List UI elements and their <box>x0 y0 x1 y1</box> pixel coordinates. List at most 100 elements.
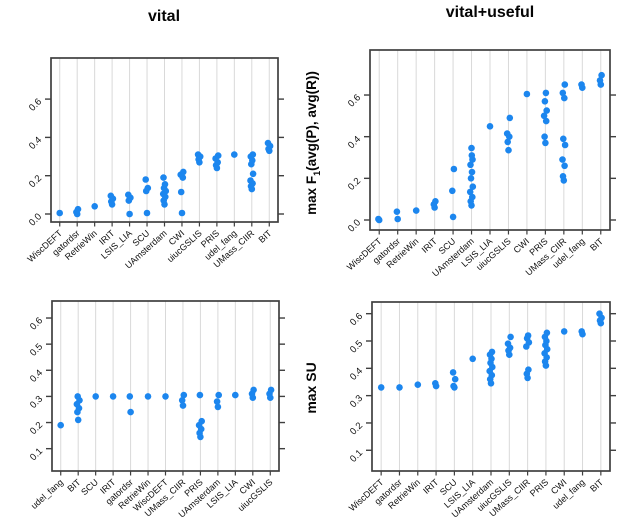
data-point <box>450 382 457 390</box>
y-tick-label: 0.1 <box>348 448 365 465</box>
data-point <box>74 393 81 400</box>
data-point <box>469 355 477 363</box>
y-tick-label: 0.4 <box>27 135 44 152</box>
y-tick-label: 0.0 <box>27 211 44 228</box>
data-point <box>467 161 474 169</box>
data-point <box>107 192 115 200</box>
data-point <box>125 191 132 199</box>
data-point <box>393 208 401 215</box>
x-category-label: IRIT <box>420 236 440 255</box>
data-point <box>541 133 548 140</box>
data-point <box>177 188 185 196</box>
data-point <box>451 375 459 383</box>
y-tick-label: 0.1 <box>28 446 45 463</box>
y-tick-label: 0.5 <box>348 338 365 355</box>
data-point <box>543 329 551 337</box>
data-point <box>109 393 117 400</box>
data-point <box>559 173 567 180</box>
data-point <box>503 130 511 137</box>
data-point <box>432 198 439 205</box>
data-point <box>215 391 222 399</box>
data-point <box>394 215 402 223</box>
data-point <box>469 183 477 190</box>
y-tick-label: 0.6 <box>28 315 45 332</box>
data-point <box>377 384 385 391</box>
y-tick-label: 0.6 <box>27 96 44 113</box>
data-point <box>488 348 496 356</box>
y-tick-label: 0.2 <box>27 173 44 190</box>
panel-title-vital-useful: vital+useful <box>445 4 535 21</box>
y-tick-label: 0.0 <box>346 217 363 234</box>
data-point <box>468 144 475 152</box>
x-category-label: IRIT <box>421 477 441 496</box>
data-point <box>194 151 202 158</box>
x-category-label: BIT <box>588 236 605 253</box>
data-point <box>91 203 98 210</box>
y-tick-label: 0.4 <box>348 366 365 383</box>
y-tick-label: 0.2 <box>346 176 363 193</box>
data-point <box>267 386 275 394</box>
data-point <box>504 340 512 348</box>
y-tick-label: 0.4 <box>28 368 45 385</box>
data-point <box>578 328 585 335</box>
data-point <box>57 421 64 429</box>
data-point <box>247 177 254 184</box>
y-tick-label: 0.2 <box>348 420 365 437</box>
data-point <box>160 174 167 181</box>
data-point <box>143 209 151 217</box>
y-tick-label: 0.6 <box>346 92 363 109</box>
x-category-label: BIT <box>588 477 605 494</box>
data-point <box>231 151 238 158</box>
data-point <box>507 333 514 341</box>
data-point <box>523 90 531 98</box>
data-point <box>144 184 152 192</box>
data-point <box>450 165 458 173</box>
data-point <box>126 210 133 218</box>
y-tick-label: 0.2 <box>28 420 45 437</box>
data-point <box>542 117 550 125</box>
data-point <box>144 393 152 400</box>
data-point <box>505 146 512 154</box>
data-point <box>540 112 548 120</box>
data-point <box>449 213 457 221</box>
data-point <box>542 89 550 97</box>
data-point <box>559 156 566 163</box>
y-tick-label: 0.3 <box>28 394 45 411</box>
data-point <box>178 397 186 404</box>
y-tick-label: 0.4 <box>346 134 363 151</box>
data-point <box>249 170 257 178</box>
data-point <box>596 77 604 84</box>
data-point <box>92 393 99 400</box>
data-point <box>213 398 221 405</box>
data-point <box>74 416 82 424</box>
data-point <box>560 135 567 143</box>
data-point <box>375 215 382 223</box>
data-point <box>432 380 439 387</box>
data-point <box>504 138 512 146</box>
data-point <box>559 89 567 97</box>
data-point <box>506 114 514 122</box>
data-point <box>541 98 549 105</box>
data-point <box>178 209 186 217</box>
x-category-label: PRIS <box>528 477 550 498</box>
data-point <box>214 403 222 411</box>
data-point <box>578 81 585 88</box>
data-point <box>396 384 403 391</box>
data-point <box>180 168 187 176</box>
data-point <box>249 151 257 158</box>
data-point <box>560 328 568 335</box>
x-category-label: udel_fang <box>29 477 65 511</box>
data-point <box>180 391 188 399</box>
data-point <box>524 332 532 339</box>
data-point <box>525 366 532 374</box>
data-point <box>468 168 476 176</box>
data-point <box>127 408 134 416</box>
data-point <box>232 391 239 399</box>
x-category-label: SCU <box>79 477 100 497</box>
data-point <box>414 381 422 389</box>
data-point <box>561 141 569 149</box>
